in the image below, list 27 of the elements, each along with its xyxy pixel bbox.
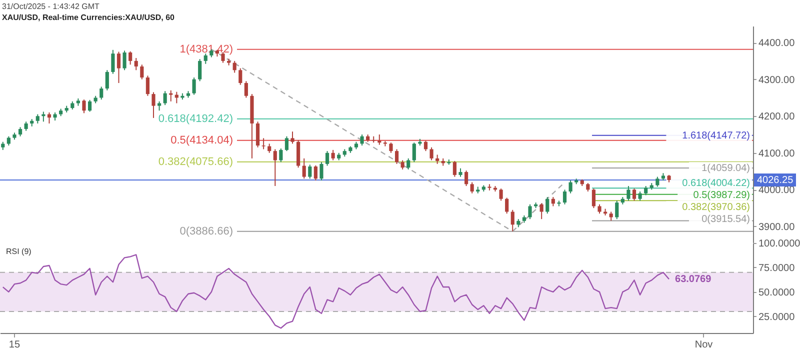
annotation: RSI (9) bbox=[6, 247, 32, 256]
chart-title: 31/Oct/2025 - 1:43:42 GMT bbox=[2, 2, 100, 11]
ref-line-label: 1(4059.04) bbox=[702, 162, 750, 174]
y-tick-label: 4200.00 bbox=[758, 112, 796, 123]
y-tick-label: 4300.00 bbox=[758, 74, 796, 86]
y-tick-label: 25.0000 bbox=[758, 312, 796, 323]
x-tick-label: Nov bbox=[694, 340, 713, 349]
y-tick-label: 4100.00 bbox=[758, 148, 796, 160]
ref-line-label: 0.382(3970.36) bbox=[682, 202, 750, 213]
y-tick-label: 50.0000 bbox=[758, 287, 796, 298]
ref-line-label: 4026.25 bbox=[757, 175, 794, 186]
y-tick-label: 4400.00 bbox=[758, 38, 796, 50]
ref-line-label: 0.618(4004.22) bbox=[682, 178, 750, 189]
ref-line-label: 0.5(3987.29) bbox=[693, 190, 750, 201]
ref-line-label: 0.618(4192.42) bbox=[158, 112, 233, 125]
y-tick-label: 75.0000 bbox=[758, 262, 796, 274]
chart-subtitle: XAU/USD, Real-time Currencies:XAU/USD, 60 bbox=[2, 13, 176, 22]
ref-line-label: 1(4381.42) bbox=[180, 43, 233, 56]
ref-line-label: 1.618(4147.72) bbox=[682, 130, 750, 142]
data-label: 63.0769 bbox=[675, 274, 712, 286]
ref-line-label: 0.382(4075.66) bbox=[158, 156, 233, 168]
y-tick-label: 3900.00 bbox=[758, 222, 796, 233]
x-tick-label: 15 bbox=[8, 340, 20, 349]
y-tick-label: 100.0000 bbox=[758, 238, 800, 250]
ref-line-label: 0.5(4134.04) bbox=[170, 134, 233, 146]
ref-line-label: 0(3915.54) bbox=[702, 214, 750, 225]
ref-line-label: 0(3886.66) bbox=[180, 225, 233, 238]
